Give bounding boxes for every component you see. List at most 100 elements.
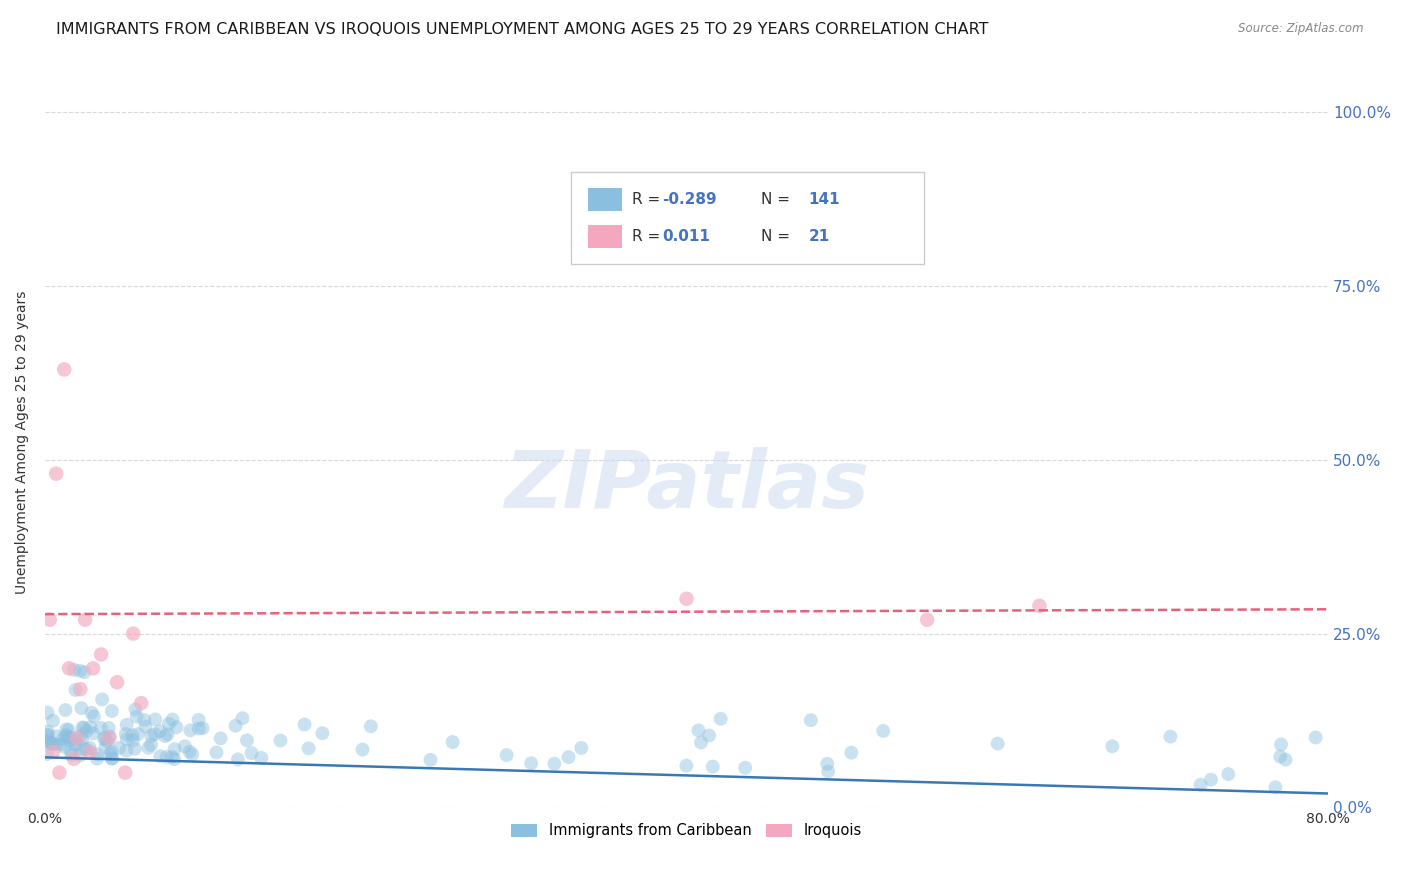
Point [163, 752, 186, 766]
Text: IMMIGRANTS FROM CARIBBEAN VS IROQUOIS UNEMPLOYMENT AMONG AGES 25 TO 29 YEARS COR: IMMIGRANTS FROM CARIBBEAN VS IROQUOIS UN… [56, 22, 988, 37]
Point [710, 712, 733, 726]
Point [352, 742, 374, 756]
Point [82, 726, 104, 740]
Point [160, 749, 183, 764]
Point [101, 752, 124, 766]
Point [100, 745, 122, 759]
Point [100, 751, 122, 765]
Point [800, 713, 823, 727]
Point [55, 728, 77, 742]
Point [872, 723, 894, 738]
Point [187, 713, 209, 727]
Point [162, 713, 184, 727]
Point [688, 723, 710, 738]
Point [155, 729, 177, 743]
Point [121, 728, 143, 742]
Point [91, 692, 114, 706]
Point [63, 738, 86, 752]
Point [75, 613, 97, 627]
Point [1189, 778, 1212, 792]
Point [73, 665, 96, 679]
Point [311, 726, 333, 740]
Text: ZIPatlas: ZIPatlas [505, 447, 869, 525]
Point [41, 737, 63, 751]
Point [675, 591, 697, 606]
Point [115, 727, 138, 741]
Point [250, 751, 273, 765]
Point [70, 701, 93, 715]
Point [134, 713, 156, 727]
Point [143, 727, 166, 741]
Point [82, 661, 104, 675]
Point [114, 765, 136, 780]
Point [48, 765, 70, 780]
Point [60, 747, 83, 762]
Point [191, 721, 214, 735]
Point [915, 613, 938, 627]
Point [66, 731, 89, 745]
Point [105, 675, 128, 690]
Point [37, 728, 59, 742]
Text: N =: N = [761, 229, 794, 244]
Point [75, 742, 97, 756]
Bar [588, 225, 621, 248]
Point [38, 735, 60, 749]
Point [38, 735, 60, 749]
Point [98, 731, 121, 745]
Point [69, 664, 91, 678]
Text: Source: ZipAtlas.com: Source: ZipAtlas.com [1239, 22, 1364, 36]
Point [69, 729, 91, 743]
Text: R =: R = [631, 229, 665, 244]
Point [141, 729, 163, 743]
Point [37, 733, 59, 747]
Point [127, 727, 149, 741]
Point [143, 713, 166, 727]
Point [136, 740, 159, 755]
Point [42, 737, 65, 751]
Point [181, 747, 204, 762]
Point [72, 720, 94, 734]
Point [37, 728, 59, 742]
Point [179, 723, 201, 738]
Text: -0.289: -0.289 [662, 192, 717, 207]
Point [115, 744, 138, 758]
Point [76, 723, 98, 738]
Point [987, 737, 1010, 751]
Point [97, 721, 120, 735]
Point [1274, 753, 1296, 767]
Point [520, 756, 543, 771]
Point [38, 613, 60, 627]
Point [80, 706, 103, 720]
Point [70, 732, 93, 747]
Point [72, 741, 94, 756]
Point [37, 724, 59, 739]
Point [1305, 731, 1327, 745]
Point [224, 719, 246, 733]
Point [149, 724, 172, 739]
Text: N =: N = [761, 192, 794, 207]
Point [124, 702, 146, 716]
Text: R =: R = [631, 192, 665, 207]
Point [240, 746, 263, 760]
Point [63, 752, 86, 766]
Point [55, 703, 77, 717]
Point [55, 730, 77, 744]
Point [226, 752, 249, 766]
Point [86, 747, 108, 762]
Point [734, 761, 756, 775]
Point [1159, 730, 1181, 744]
Point [79, 720, 101, 734]
Point [294, 717, 316, 731]
Point [108, 741, 131, 756]
Point [156, 727, 179, 741]
Bar [588, 187, 621, 211]
Point [93, 731, 115, 746]
Point [55, 723, 77, 737]
Point [157, 716, 180, 731]
Legend: Immigrants from Caribbean, Iroquois: Immigrants from Caribbean, Iroquois [505, 817, 868, 844]
Point [53, 362, 76, 376]
Point [1270, 749, 1292, 764]
Point [94, 740, 117, 755]
Point [690, 735, 713, 749]
Point [101, 704, 124, 718]
